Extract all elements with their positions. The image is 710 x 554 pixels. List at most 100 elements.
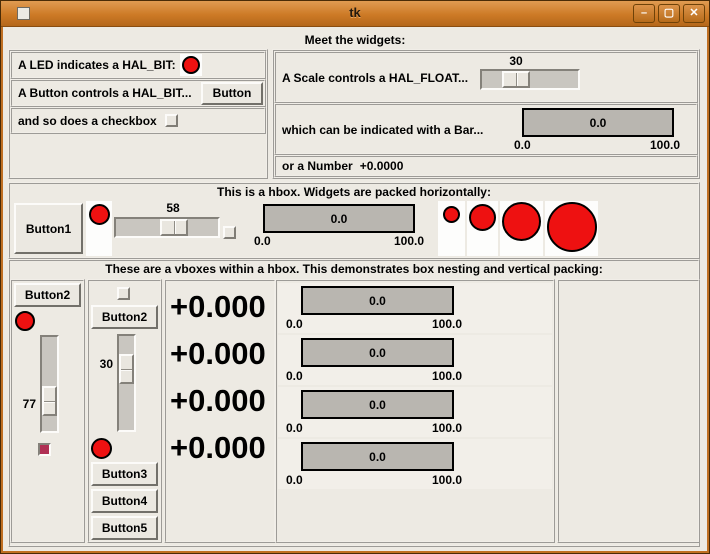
bar-scale-labels: 0.0 100.0	[254, 234, 424, 248]
number-display: +0.000	[170, 383, 266, 418]
bar-indicator: 0.0	[522, 108, 674, 137]
led-demo-row: A LED indicates a HAL_BIT:	[10, 51, 266, 79]
scale-demo-label: A Scale controls a HAL_FLOAT...	[282, 71, 469, 85]
number-display: +0.000	[170, 430, 266, 465]
bar-max-label: 100.0	[431, 473, 462, 487]
hbox-checkbox[interactable]	[223, 226, 236, 239]
scale-value: 30	[509, 54, 523, 68]
hbox-bar-group: 0.0 0.0 100.0	[254, 204, 424, 248]
button2-col2-label: Button2	[101, 310, 148, 324]
bar-value: 0.0	[369, 293, 386, 308]
led-indicator	[88, 204, 110, 225]
bar-indicator: 0.0	[301, 338, 454, 367]
button-demo-label: A Button controls a HAL_BIT...	[18, 86, 192, 100]
vbox-3: +0.000 +0.000 +0.000 +0.000	[164, 279, 276, 543]
bar-indicator: 0.0	[301, 442, 454, 471]
led-demo-label: A LED indicates a HAL_BIT:	[18, 58, 176, 72]
bar-demo-label: which can be indicated with a Bar...	[282, 123, 484, 137]
button4-label: Button4	[101, 494, 148, 508]
number-demo-row: or a Number +0.0000	[274, 155, 698, 177]
bar-value: 0.0	[330, 211, 348, 226]
bar-max-label: 100.0	[393, 234, 424, 248]
led-cell	[438, 201, 465, 256]
bar-scale-labels: 0.0 100.0	[286, 473, 462, 487]
bar-scale-labels: 0.0 100.0	[286, 421, 462, 435]
vbox-4: 0.0 0.0 100.0 0.0 0.0 100.0	[275, 279, 555, 543]
hbox-scale[interactable]: 58	[114, 201, 220, 242]
close-icon: ✕	[689, 7, 699, 19]
bar-max-label: 100.0	[431, 369, 462, 383]
vboxes-section: These are a vboxes within a hbox. This d…	[8, 259, 700, 547]
scale-thumb[interactable]	[502, 71, 530, 88]
led-cell	[500, 201, 543, 256]
led-cell	[86, 201, 112, 256]
button1-label: Button1	[25, 221, 72, 236]
scale-value: 58	[166, 201, 180, 215]
maximize-icon: ▢	[663, 7, 675, 19]
vboxes-title: These are a vboxes within a hbox. This d…	[105, 262, 603, 276]
hbox-title: This is a hbox. Widgets are packed horiz…	[217, 185, 491, 199]
bar-scale-labels: 0.0 100.0	[514, 138, 680, 152]
bar-value: 0.0	[589, 115, 607, 130]
demo-bar-group: 0.0 0.0 100.0	[514, 108, 680, 152]
intro-left-panel: A LED indicates a HAL_BIT: A Button cont…	[8, 49, 268, 179]
button1[interactable]: Button1	[14, 203, 83, 254]
checkbox-col2[interactable]	[117, 287, 130, 300]
bar-max-label: 100.0	[649, 138, 680, 152]
maximize-button[interactable]: ▢	[658, 4, 680, 23]
demo-button-label: Button	[212, 86, 252, 100]
demo-scale[interactable]: 30	[480, 54, 580, 96]
bar-min-label: 0.0	[286, 421, 303, 435]
led-indicator-large	[502, 202, 541, 241]
led-indicator-xlarge	[546, 202, 597, 252]
bar-indicator: 0.0	[301, 390, 454, 419]
bar-min-label: 0.0	[286, 317, 303, 331]
bar-panel: 0.0 0.0 100.0	[278, 439, 552, 489]
number-demo-label: or a Number	[282, 159, 353, 173]
led-cell	[179, 54, 202, 76]
vbox-2: Button2 30 Button3 Button4 Button5	[87, 279, 162, 543]
bar-max-label: 100.0	[431, 317, 462, 331]
minimize-button[interactable]: –	[633, 4, 655, 23]
bar-max-label: 100.0	[431, 421, 462, 435]
number-display: +0.000	[170, 336, 266, 371]
demo-checkbox[interactable]	[164, 114, 178, 127]
bar-value: 0.0	[369, 397, 386, 412]
bar-min-label: 0.0	[254, 234, 271, 248]
vbox-1: Button2 77	[10, 279, 85, 543]
bar-panel: 0.0 0.0 100.0	[278, 283, 552, 333]
number-value: +0.0000	[359, 159, 404, 173]
bar-indicator: 0.0	[263, 204, 415, 233]
vscale-col1-trough[interactable]	[40, 335, 59, 433]
led-indicator	[15, 311, 35, 331]
button2-col2[interactable]: Button2	[91, 305, 158, 329]
vscale-col2-trough[interactable]	[117, 334, 136, 432]
bar-scale-labels: 0.0 100.0	[286, 317, 462, 331]
led-indicator	[181, 56, 200, 74]
bar-demo-row: which can be indicated with a Bar... 0.0…	[274, 103, 698, 155]
bar-min-label: 0.0	[286, 369, 303, 383]
vscale-col2-value: 30	[99, 357, 113, 371]
intro-right-panel: A Scale controls a HAL_FLOAT... 30 which…	[272, 49, 700, 179]
led-cell	[545, 201, 598, 256]
button4[interactable]: Button4	[91, 489, 158, 513]
vscale-col1-thumb[interactable]	[42, 386, 57, 416]
led-indicator-medium	[469, 204, 496, 231]
checkbox-col1[interactable]	[38, 443, 51, 456]
titlebar[interactable]: tk – ▢ ✕	[1, 1, 709, 27]
button5[interactable]: Button5	[91, 516, 158, 540]
led-cell	[467, 201, 498, 256]
scale-thumb[interactable]	[160, 219, 188, 236]
button2-col1[interactable]: Button2	[14, 283, 81, 307]
vscale-col2-thumb[interactable]	[119, 354, 134, 384]
close-button[interactable]: ✕	[683, 4, 705, 23]
scale-trough[interactable]	[480, 69, 580, 90]
app-icon	[17, 7, 30, 20]
demo-button[interactable]: Button	[201, 81, 263, 105]
scale-trough[interactable]	[114, 217, 220, 238]
button-demo-row: A Button controls a HAL_BIT... Button	[10, 79, 266, 107]
bar-min-label: 0.0	[286, 473, 303, 487]
led-indicator-small	[443, 206, 460, 223]
window-content: Meet the widgets: A LED indicates a HAL_…	[3, 27, 707, 551]
button3[interactable]: Button3	[91, 462, 158, 486]
